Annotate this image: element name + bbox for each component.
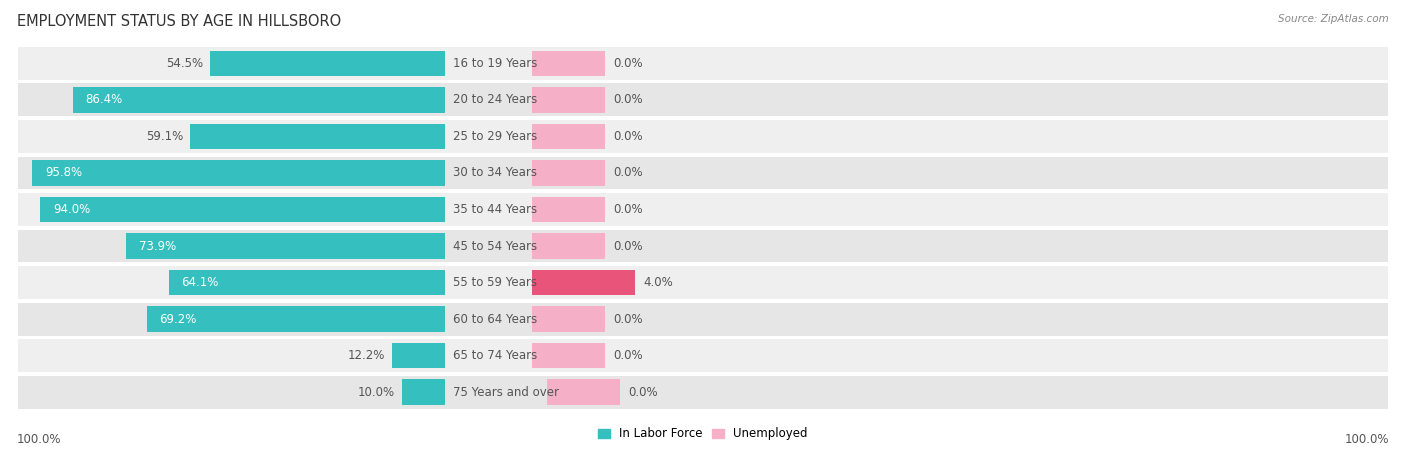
Text: 64.1%: 64.1% (181, 276, 219, 289)
Bar (402, 379, 444, 405)
Text: 25 to 29 Years: 25 to 29 Years (453, 130, 537, 143)
Bar (73, 87, 444, 113)
Bar (18, 156, 1388, 189)
Bar (531, 233, 605, 259)
Text: 0.0%: 0.0% (613, 313, 643, 326)
Bar (18, 47, 1388, 80)
Text: 12.2%: 12.2% (347, 349, 385, 362)
Bar (127, 233, 444, 259)
Text: 16 to 19 Years: 16 to 19 Years (453, 57, 537, 70)
Bar (531, 270, 636, 295)
Text: 0.0%: 0.0% (613, 239, 643, 253)
Text: 35 to 44 Years: 35 to 44 Years (453, 203, 537, 216)
Bar (531, 160, 605, 186)
Text: 30 to 34 Years: 30 to 34 Years (453, 166, 537, 179)
Bar (531, 51, 605, 76)
Text: 100.0%: 100.0% (17, 433, 62, 446)
Text: 45 to 54 Years: 45 to 54 Years (453, 239, 537, 253)
Bar (18, 303, 1388, 336)
Bar (392, 343, 444, 368)
Text: 75 Years and over: 75 Years and over (453, 386, 560, 399)
Text: 86.4%: 86.4% (86, 93, 122, 106)
Text: 0.0%: 0.0% (613, 203, 643, 216)
Text: 55 to 59 Years: 55 to 59 Years (453, 276, 537, 289)
Bar (190, 124, 444, 149)
Text: 59.1%: 59.1% (146, 130, 183, 143)
Bar (32, 160, 444, 186)
Text: 54.5%: 54.5% (166, 57, 202, 70)
Bar (18, 120, 1388, 153)
Text: 69.2%: 69.2% (160, 313, 197, 326)
Bar (531, 87, 605, 113)
Bar (18, 266, 1388, 299)
Bar (531, 197, 605, 222)
Text: 0.0%: 0.0% (628, 386, 658, 399)
Text: 0.0%: 0.0% (613, 130, 643, 143)
Text: Source: ZipAtlas.com: Source: ZipAtlas.com (1278, 14, 1389, 23)
Bar (18, 339, 1388, 372)
Bar (39, 197, 444, 222)
Bar (146, 306, 444, 332)
Text: 0.0%: 0.0% (613, 57, 643, 70)
Bar (169, 270, 444, 295)
Text: 100.0%: 100.0% (1344, 433, 1389, 446)
Bar (18, 83, 1388, 116)
Text: 0.0%: 0.0% (613, 349, 643, 362)
Bar (18, 193, 1388, 226)
Text: 73.9%: 73.9% (139, 239, 177, 253)
Text: 20 to 24 Years: 20 to 24 Years (453, 93, 537, 106)
Text: 95.8%: 95.8% (45, 166, 82, 179)
Legend: In Labor Force, Unemployed: In Labor Force, Unemployed (593, 423, 813, 445)
Bar (18, 230, 1388, 262)
Text: 60 to 64 Years: 60 to 64 Years (453, 313, 537, 326)
Text: 4.0%: 4.0% (644, 276, 673, 289)
Text: 0.0%: 0.0% (613, 93, 643, 106)
Text: EMPLOYMENT STATUS BY AGE IN HILLSBORO: EMPLOYMENT STATUS BY AGE IN HILLSBORO (17, 14, 342, 28)
Bar (547, 379, 620, 405)
Bar (531, 306, 605, 332)
Bar (531, 343, 605, 368)
Bar (209, 51, 444, 76)
Bar (18, 376, 1388, 409)
Text: 10.0%: 10.0% (357, 386, 395, 399)
Text: 0.0%: 0.0% (613, 166, 643, 179)
Text: 65 to 74 Years: 65 to 74 Years (453, 349, 537, 362)
Bar (531, 124, 605, 149)
Text: 94.0%: 94.0% (53, 203, 90, 216)
